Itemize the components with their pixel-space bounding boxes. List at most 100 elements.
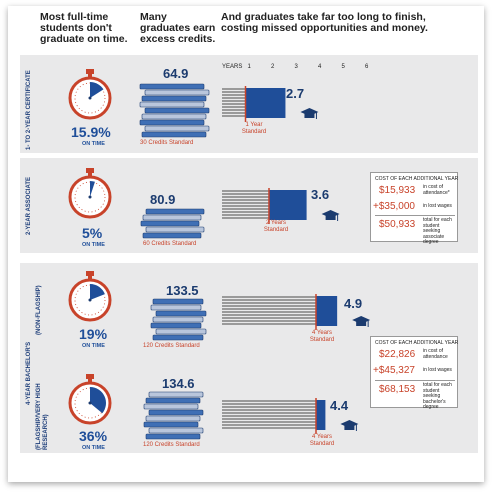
standard-text-certificate: 1 Year Standard (241, 122, 267, 135)
book (152, 334, 204, 341)
excess-segment (316, 296, 338, 326)
standard-segment (222, 100, 246, 102)
stopwatch-crown (86, 374, 94, 379)
standard-segment (222, 415, 316, 417)
graduation-cap-base (304, 113, 315, 118)
years-associate: 3.6 (311, 187, 330, 202)
stopwatch-center (88, 401, 92, 405)
stopwatch-stem (88, 73, 92, 77)
cost-total-amount: $50,933 (379, 219, 416, 230)
standard-segment (222, 196, 269, 198)
standard-segment (222, 305, 316, 307)
stopwatch-stem (88, 172, 92, 176)
stopwatch-fill (90, 82, 104, 98)
book (141, 95, 207, 102)
stopwatch-fill (90, 284, 105, 300)
axis-tick-label: 2 (271, 64, 275, 70)
axis-tick-label: 1 (247, 64, 251, 70)
credits-non-flagship: 133.5 (166, 283, 199, 298)
standard-segment (222, 403, 316, 405)
cost-box-bachelors: COST OF EACH ADDITIONAL YEAR $22,826 in … (370, 336, 459, 410)
on-time-label-associate: ON TIME (82, 242, 105, 248)
graduation-cap-base (344, 425, 355, 430)
standard-segment (222, 406, 316, 408)
header-excess-credits: Many graduates earn excess credits. (140, 11, 216, 45)
standard-segment (222, 424, 316, 426)
time-bar (222, 86, 319, 122)
graduation-cap-base (325, 215, 336, 220)
credits-standard-flagship: 120 Credits Standard (143, 442, 200, 448)
book (139, 101, 205, 108)
cost-wages-amount: +$45,327 (373, 365, 415, 376)
book-stack-icon (150, 298, 207, 341)
standard-segment (222, 421, 316, 423)
standard-label-non-flagship: 4 Years Standard (304, 330, 340, 344)
on-time-label-non-flagship: ON TIME (82, 343, 105, 349)
standard-segment (222, 320, 316, 322)
standard-segment (222, 115, 246, 117)
book (145, 208, 205, 215)
stopwatch-fill (90, 181, 95, 197)
time-bar (222, 188, 340, 224)
book (139, 119, 205, 126)
book (144, 107, 210, 114)
book (152, 316, 204, 323)
standard-segment (222, 211, 269, 213)
book (148, 427, 204, 434)
standard-segment (222, 106, 246, 108)
cost-divider (375, 215, 455, 216)
standard-segment (222, 214, 269, 216)
book (143, 403, 199, 410)
axis-tick-label: 6 (365, 64, 369, 70)
on-time-pct-certificate: 15.9% (71, 124, 111, 140)
years-axis-label: YEARS (222, 64, 243, 70)
standard-segment (222, 91, 246, 93)
excess-segment (245, 88, 286, 118)
standard-segment (222, 208, 269, 210)
standard-label-associate: 2 Years Standard (258, 220, 294, 234)
stopwatch-icon (68, 69, 112, 120)
axis-tick-label: 4 (318, 64, 322, 70)
credits-standard-certificate: 30 Credits Standard (140, 140, 194, 146)
on-time-pct-non-flagship: 19% (79, 326, 108, 342)
book (145, 433, 201, 440)
book (150, 304, 202, 311)
on-time-pct-flagship: 36% (79, 428, 108, 444)
standard-segment (222, 311, 316, 313)
axis-tick-label: 5 (341, 64, 345, 70)
book (145, 397, 201, 404)
book (150, 322, 202, 329)
book (142, 232, 202, 239)
standard-segment (222, 296, 316, 298)
book (155, 328, 207, 335)
standard-segment (222, 308, 316, 310)
standard-segment (222, 94, 246, 96)
stopwatch-icon (68, 271, 112, 322)
book (152, 298, 204, 305)
cost-box-title: COST OF EACH ADDITIONAL YEAR (375, 340, 459, 346)
book (144, 125, 210, 132)
stopwatch-crown (86, 271, 94, 276)
stopwatch-center (88, 195, 92, 199)
standard-label-flagship: 4 Years Standard (304, 434, 340, 448)
book (144, 89, 210, 96)
stopwatch-icon (68, 374, 112, 425)
book-stack-icon (140, 208, 205, 239)
axis-tick-label: 3 (294, 64, 298, 70)
cost-total-amount: $68,153 (379, 384, 416, 395)
standard-segment (222, 412, 316, 414)
standard-segment (222, 112, 246, 114)
credits-standard-associate: 60 Credits Standard (143, 241, 197, 247)
book (143, 421, 199, 428)
standard-label-certificate: 1 Year Standard (236, 122, 272, 136)
standard-segment (222, 418, 316, 420)
time-bar (222, 398, 359, 434)
time-bar (222, 294, 371, 330)
standard-segment (222, 202, 269, 204)
standard-segment (222, 97, 246, 99)
stopwatch-stem (88, 275, 92, 279)
years-non-flagship: 4.9 (344, 296, 363, 311)
